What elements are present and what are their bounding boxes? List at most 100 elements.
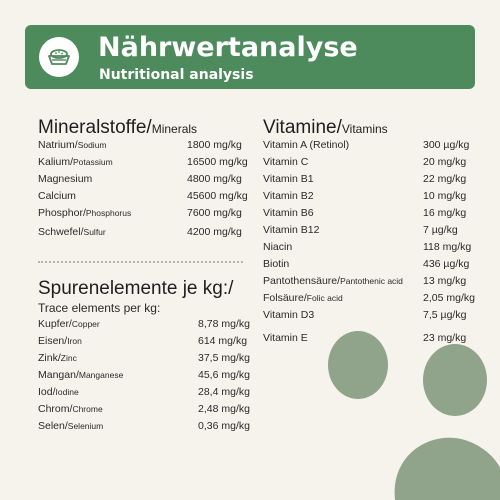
vitamin-value: 22 mg/kg (423, 173, 467, 185)
mineral-label: Natrium/Sodium (38, 139, 107, 151)
vitamins-heading-main: Vitamine/ (263, 117, 342, 138)
vitamin-label: Folsäure/Folic acid (263, 292, 343, 304)
trace-value: 614 mg/kg (198, 335, 248, 347)
mineral-label-main: Phosphor/ (38, 207, 86, 219)
vitamin-label: Vitamin B1 (263, 173, 314, 185)
vitamin-label-main: Vitamin D3 (263, 309, 315, 321)
vitamin-label: Vitamin A (Retinol) (263, 139, 349, 151)
mineral-value: 4200 mg/kg (187, 226, 242, 238)
mineral-label: Phosphor/Phosphorus (38, 207, 131, 219)
vitamin-value: 436 µg/kg (423, 258, 470, 270)
trace-label-small: Copper (71, 319, 100, 329)
vitamin-row: Vitamin D3 7,5 µg/kg (263, 309, 473, 326)
trace-row: Chrom/Chrome 2,48 mg/kg (38, 403, 250, 420)
trace-label-small: Chrome (72, 404, 103, 414)
mineral-label: Magnesium (38, 173, 92, 185)
vitamin-label-main: Folsäure/ (263, 292, 307, 304)
vitamins-heading-small: Vitamins (341, 122, 388, 136)
trace-row: Zink/Zinc 37,5 mg/kg (38, 352, 250, 369)
trace-value: 0,36 mg/kg (198, 420, 250, 432)
section-divider (38, 261, 243, 263)
trace-row: Kupfer/Copper 8,78 mg/kg (38, 318, 250, 335)
trace-label-main: Eisen/ (38, 335, 68, 347)
vitamin-label-main: Vitamin C (263, 156, 309, 168)
mineral-label-main: Natrium/ (38, 139, 78, 151)
trace-label: Eisen/Iron (38, 335, 82, 347)
mineral-label: Kalium/Potassium (38, 156, 113, 168)
trace-row: Eisen/Iron 614 mg/kg (38, 335, 248, 352)
mineral-label-main: Magnesium (38, 173, 93, 185)
vitamin-row: Vitamin B1 22 mg/kg (263, 173, 473, 190)
vitamin-value: 10 mg/kg (423, 190, 467, 202)
mineral-row: Natrium/Sodium 1800 mg/kg (38, 139, 248, 156)
vitamin-row: Folsäure/Folic acid 2,05 mg/kg (263, 292, 475, 309)
trace-label-main: Mangan/ (38, 369, 79, 381)
mineral-row: Magnesium 4800 mg/kg (38, 173, 248, 190)
vitamin-row: Niacin 118 mg/kg (263, 241, 473, 258)
vitamin-label-small: Pantothenic acid (340, 276, 403, 286)
trace-label: Zink/Zinc (38, 352, 77, 364)
vitamin-label: Pantothensäure/Pantothenic acid (263, 275, 403, 287)
mineral-label-small: Phosphorus (85, 208, 132, 218)
vitamin-row: Pantothensäure/Pantothenic acid 13 mg/kg (263, 275, 473, 292)
mineral-label-small: Potassium (73, 157, 113, 167)
minerals-heading: Mineralstoffe/Minerals (38, 117, 197, 139)
vitamin-row: Vitamin B2 10 mg/kg (263, 190, 473, 207)
vitamin-label: Biotin (263, 258, 289, 270)
mineral-row: Schwefel/Sulfur 4200 mg/kg (38, 226, 248, 243)
trace-label-main: Iod/ (38, 386, 56, 398)
trace-label-small: Iron (67, 336, 82, 346)
mineral-label-main: Kalium/ (38, 156, 74, 168)
vitamin-value: 16 mg/kg (423, 207, 467, 219)
mineral-label-small: Sulfur (83, 227, 106, 237)
vitamin-label: Vitamin B12 (263, 224, 319, 236)
trace-label-main: Chrom/ (38, 403, 73, 415)
vitamin-row: Vitamin E 23 mg/kg (263, 332, 473, 349)
trace-value: 45,6 mg/kg (198, 369, 250, 381)
vitamin-value: 23 mg/kg (423, 332, 467, 344)
trace-label-main: Zink/ (38, 352, 61, 364)
mineral-value: 16500 mg/kg (187, 156, 248, 168)
pet-food-bowl-icon (39, 37, 79, 77)
mineral-row: Calcium 45600 mg/kg (38, 190, 248, 207)
trace-label-small: Iodine (55, 387, 79, 397)
trace-label-main: Kupfer/ (38, 318, 72, 330)
trace-row: Mangan/Manganese 45,6 mg/kg (38, 369, 250, 386)
vitamin-label-main: Vitamin E (263, 332, 308, 344)
trace-row: Selen/Selenium 0,36 mg/kg (38, 420, 250, 437)
vitamin-label-main: Vitamin B1 (263, 173, 314, 185)
vitamin-row: Vitamin A (Retinol) 300 µg/kg (263, 139, 473, 156)
vitamin-label: Vitamin C (263, 156, 308, 168)
mineral-label-main: Schwefel/ (38, 226, 84, 238)
trace-value: 37,5 mg/kg (198, 352, 250, 364)
vitamin-row: Vitamin B12 7 µg/kg (263, 224, 473, 241)
mineral-value: 1800 mg/kg (187, 139, 242, 151)
trace-value: 28,4 mg/kg (198, 386, 250, 398)
vitamin-label-main: Biotin (263, 258, 290, 270)
trace-row: Iod/Iodine 28,4 mg/kg (38, 386, 250, 403)
vitamin-value: 118 mg/kg (423, 241, 472, 253)
vitamin-label: Vitamin B2 (263, 190, 314, 202)
mineral-row: Kalium/Potassium 16500 mg/kg (38, 156, 248, 173)
vitamin-row: Vitamin C 20 mg/kg (263, 156, 473, 173)
trace-label: Chrom/Chrome (38, 403, 103, 415)
vitamin-label-main: Niacin (263, 241, 293, 253)
page-subtitle: Nutritional analysis (99, 67, 254, 83)
trace-value: 8,78 mg/kg (198, 318, 250, 330)
minerals-heading-main: Mineralstoffe/ (38, 117, 152, 138)
mineral-label: Schwefel/Sulfur (38, 226, 106, 238)
vitamin-value: 300 µg/kg (423, 139, 470, 151)
trace-list: Kupfer/Copper 8,78 mg/kg Eisen/Iron 614 mg/… (38, 318, 250, 437)
trace-label: Selen/Selenium (38, 420, 103, 432)
trace-label-main: Selen/ (38, 420, 68, 432)
vitamin-value: 7 µg/kg (423, 224, 458, 236)
mineral-value: 4800 mg/kg (187, 173, 242, 185)
trace-subheading: Trace elements per kg: (38, 301, 161, 315)
mineral-value: 7600 mg/kg (187, 207, 242, 219)
trace-label: Kupfer/Copper (38, 318, 100, 330)
vitamin-label-main: Vitamin B6 (263, 207, 314, 219)
trace-label-small: Manganese (78, 370, 124, 380)
mineral-label-small: Sodium (77, 140, 107, 150)
vitamin-value: 7,5 µg/kg (423, 309, 467, 321)
mineral-value: 45600 mg/kg (187, 190, 248, 202)
